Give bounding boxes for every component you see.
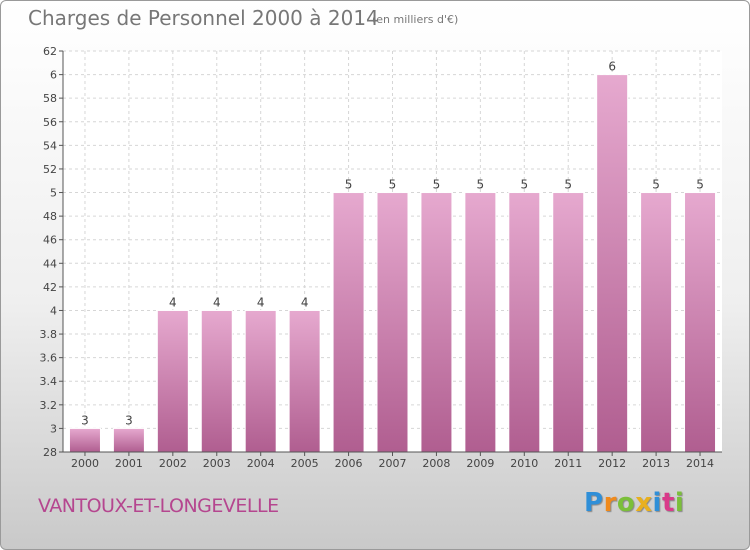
y-tick-label: 44 — [43, 257, 57, 270]
logo-letter: t — [661, 488, 675, 518]
bar-2009 — [464, 192, 497, 453]
y-tick-label: 6 — [50, 69, 57, 82]
bar-value-label: 3 — [81, 413, 89, 427]
y-tick-label: 3.4 — [40, 375, 58, 388]
bar-value-label: 5 — [477, 178, 485, 192]
y-tick-label: 5 — [50, 187, 57, 200]
y-tick-label: 54 — [43, 139, 57, 152]
bar-2013 — [640, 192, 673, 453]
logo-letter: P — [584, 488, 604, 518]
bar-value-label: 5 — [564, 178, 572, 192]
bar-value-label: 5 — [696, 178, 704, 192]
x-tick-label: 2008 — [422, 457, 450, 470]
bar-value-label: 4 — [169, 295, 177, 309]
logo-letter: i — [652, 488, 662, 518]
bar-value-label: 5 — [433, 178, 441, 192]
bar-2007 — [376, 192, 409, 453]
y-tick-label: 62 — [43, 45, 57, 58]
y-tick-label: 3.8 — [40, 328, 58, 341]
logo-letter: o — [616, 488, 636, 518]
bars: 3 3 4 4 4 4 5 5 5 5 5 5 6 5 5 — [68, 60, 717, 453]
x-tick-label: 2009 — [466, 457, 494, 470]
x-tick-label: 2006 — [335, 457, 363, 470]
proxiti-logo[interactable]: Proxiti — [584, 488, 684, 518]
bar-2002 — [156, 309, 189, 453]
commune-name: VANTOUX-ET-LONGEVELLE — [38, 495, 279, 517]
y-tick-label: 3.6 — [40, 352, 58, 365]
bar-2003 — [200, 309, 233, 453]
bar-value-label: 6 — [608, 60, 616, 74]
bar-2006 — [332, 192, 365, 453]
y-tick-label: 56 — [43, 116, 57, 129]
y-tick-label: 58 — [43, 92, 57, 105]
x-tick-label: 2011 — [554, 457, 582, 470]
bar-2014 — [684, 192, 717, 453]
bar-2005 — [288, 309, 321, 453]
logo-letter: x — [635, 488, 653, 518]
bar-2004 — [244, 309, 277, 453]
bar-2000 — [68, 427, 101, 453]
x-tick-label: 2005 — [291, 457, 319, 470]
y-tick-label: 52 — [43, 163, 57, 176]
bar-value-label: 3 — [125, 413, 133, 427]
x-tick-label: 2007 — [379, 457, 407, 470]
chart-title: Charges de Personnel 2000 à 2014 — [28, 6, 379, 30]
logo-letter: r — [603, 488, 617, 518]
x-tick-label: 2013 — [642, 457, 670, 470]
y-tick-label: 42 — [43, 281, 57, 294]
y-tick-label: 3.2 — [40, 399, 58, 412]
logo-letter: i — [674, 488, 685, 518]
bar-2001 — [112, 427, 145, 453]
bar-value-label: 4 — [213, 295, 221, 309]
bar-value-label: 5 — [652, 178, 660, 192]
bar-2010 — [508, 192, 541, 453]
x-tick-label: 2010 — [510, 457, 538, 470]
bar-2008 — [420, 192, 453, 453]
bar-value-label: 5 — [345, 178, 353, 192]
y-tick-label: 48 — [43, 210, 57, 223]
bar-value-label: 4 — [301, 295, 309, 309]
chart-subtitle: (en milliers d'€) — [372, 13, 459, 26]
x-tick-label: 2001 — [115, 457, 143, 470]
x-tick-label: 2000 — [71, 457, 99, 470]
axes: 2833.23.43.63.84424446485525456586622000… — [40, 45, 722, 470]
y-tick-label: 28 — [43, 446, 57, 459]
bar-value-label: 5 — [520, 178, 528, 192]
bar-value-label: 5 — [389, 178, 397, 192]
x-tick-label: 2004 — [247, 457, 275, 470]
bar-2012 — [596, 74, 629, 453]
y-tick-label: 3 — [50, 422, 57, 435]
x-tick-label: 2012 — [598, 457, 626, 470]
x-tick-label: 2014 — [686, 457, 714, 470]
y-tick-label: 46 — [43, 234, 57, 247]
bar-2011 — [552, 192, 585, 453]
x-tick-label: 2002 — [159, 457, 187, 470]
y-tick-label: 4 — [50, 304, 57, 317]
bar-value-label: 4 — [257, 295, 265, 309]
x-tick-label: 2003 — [203, 457, 231, 470]
